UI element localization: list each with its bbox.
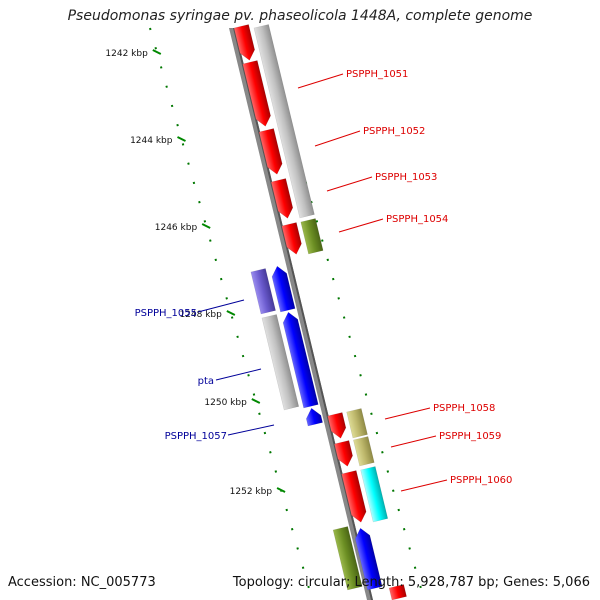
cog-feature-1060	[360, 466, 389, 523]
scale-tick-mark	[201, 223, 211, 229]
scale-tick-mark	[152, 49, 162, 55]
accession-text: Accession: NC_005773	[8, 575, 156, 590]
scale-tick-label: 1250 kbp	[204, 398, 247, 408]
scale-tick-label: 1242 kbp	[105, 49, 148, 59]
scale-tick-label: 1246 kbp	[155, 223, 198, 233]
scale-tick-label: 1244 kbp	[130, 136, 173, 146]
cog-feature-1054	[300, 218, 324, 255]
forward-gene-2	[242, 60, 271, 127]
forward-gene-1059	[334, 440, 353, 467]
gene-label-pta[interactable]: pta	[198, 376, 214, 387]
reverse-gene-1057	[306, 407, 323, 427]
scale-tick-label: 1252 kbp	[230, 487, 273, 497]
scale-tick-label: 1248 kbp	[179, 310, 222, 320]
gene-label-connector	[400, 479, 448, 492]
reverse-gene-1055	[271, 265, 296, 313]
cog-feature-1055	[250, 268, 276, 315]
gene-label-connector	[227, 424, 275, 436]
gene-label-connector	[338, 218, 384, 233]
gene-label-pspph-1054[interactable]: PSPPH_1054	[386, 214, 448, 225]
page-title: Pseudomonas syringae pv. phaseolicola 14…	[67, 8, 533, 24]
gene-tracks	[233, 24, 407, 600]
forward-gene-1060	[341, 470, 367, 523]
gene-label-connector	[197, 299, 245, 313]
reverse-gene-bottom	[354, 527, 383, 591]
gene-label-pspph-1059[interactable]: PSPPH_1059	[439, 431, 501, 442]
forward-gene-4	[270, 178, 294, 219]
scale-tick-mark	[251, 398, 261, 404]
gene-label-pspph-1051[interactable]: PSPPH_1051	[346, 69, 408, 80]
gene-label-connector	[297, 73, 344, 89]
gene-label-connector	[384, 407, 431, 420]
gene-labels: PSPPH_1051 PSPPH_1052 PSPPH_1053 PSPPH_1054…	[135, 69, 512, 492]
gene-label-connector	[314, 130, 361, 147]
forward-gene-1058	[327, 412, 347, 439]
rna-feature-track-lower	[261, 314, 300, 411]
gene-label-connector	[326, 176, 373, 192]
forward-gene-5	[281, 222, 302, 255]
topology-text: Topology: circular; Length: 5,928,787 bp…	[232, 575, 590, 590]
cog-feature-bottom	[332, 526, 363, 591]
scale-tick-mark	[276, 487, 286, 493]
gene-label-pspph-1057[interactable]: PSPPH_1057	[165, 431, 227, 442]
rna-feature-track-upper	[253, 24, 315, 219]
forward-gene-bottom	[388, 584, 407, 600]
gene-label-connector	[215, 368, 262, 381]
cog-feature-1058	[346, 408, 368, 439]
gene-label-pspph-1060[interactable]: PSPPH_1060	[450, 475, 512, 486]
cog-feature-1059	[353, 436, 375, 467]
gene-label-pspph-1058[interactable]: PSPPH_1058	[433, 403, 495, 414]
scale-tick-mark	[177, 136, 186, 142]
scale-ticks: 1242 kbp 1244 kbp 1246 kbp 1248 kbp 1250 kbp…	[105, 49, 286, 497]
gene-label-pspph-1052[interactable]: PSPPH_1052	[363, 126, 425, 137]
gene-label-connector	[390, 435, 437, 448]
gene-label-pspph-1055[interactable]: PSPPH_1055	[135, 308, 197, 319]
reverse-gene-pta	[282, 311, 319, 409]
scale-tick-mark	[226, 310, 236, 316]
forward-gene-1	[233, 24, 255, 61]
forward-gene-3	[258, 128, 283, 175]
gene-label-pspph-1053[interactable]: PSPPH_1053	[375, 172, 437, 183]
